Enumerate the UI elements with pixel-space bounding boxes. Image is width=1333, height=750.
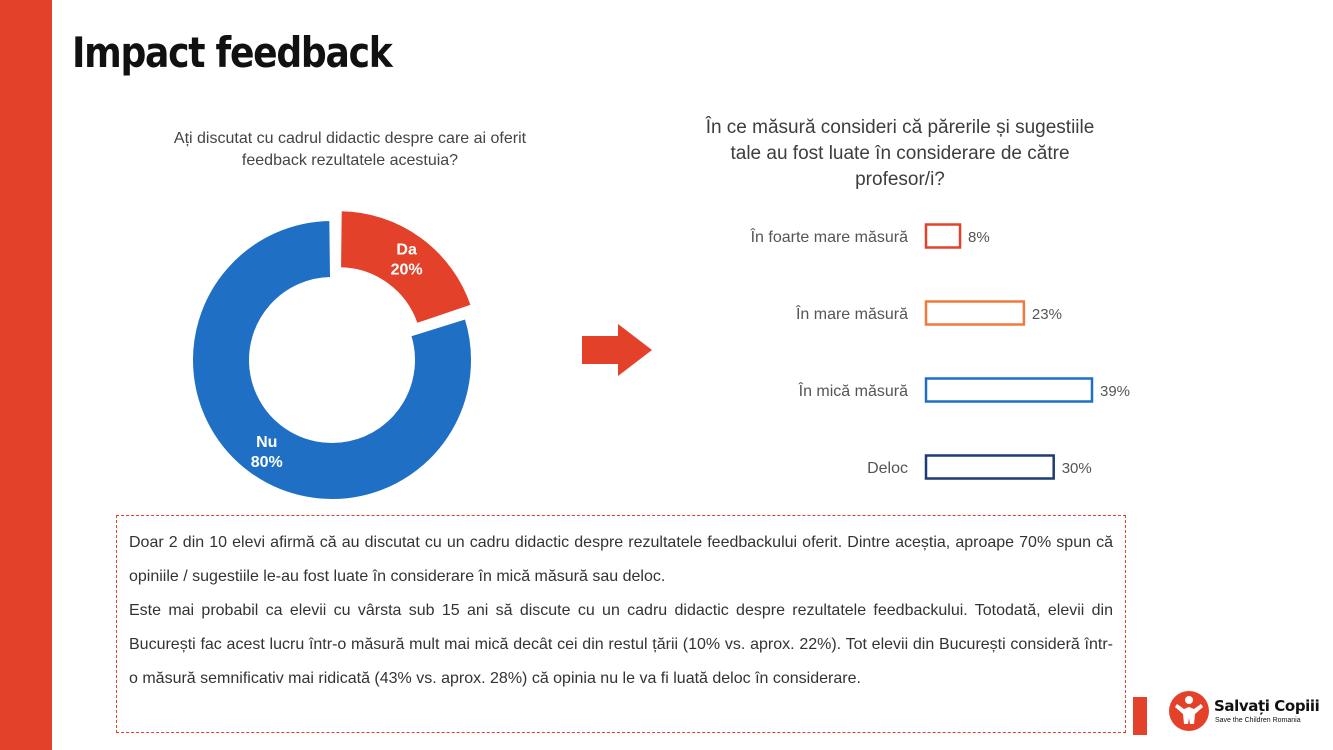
bar-category-label: Deloc <box>867 460 908 477</box>
donut-label-da: Da <box>396 241 417 258</box>
bar-2 <box>924 377 1094 403</box>
bar-question: În ce măsură consideri că părerile și su… <box>705 117 1095 190</box>
donut-label-nu: Nu <box>256 434 277 451</box>
logo: Salvați Copiii Save the Children Romania <box>1168 690 1328 732</box>
bar-chart: În foarte mare măsură 8% În mare măsură 23%… <box>750 223 1130 480</box>
right-arrow-icon <box>582 324 652 376</box>
donut-chart: Da 20% Nu 80% <box>191 209 473 501</box>
donut-question: Ați discutat cu cadrul didactic despre c… <box>173 130 527 169</box>
bar-0 <box>924 223 962 249</box>
donut-value-nu: 80% <box>251 454 283 471</box>
donut-value-da: 20% <box>391 261 423 278</box>
summary-paragraph-2: Este mai probabil ca elevii cu vârsta su… <box>129 602 1113 687</box>
logo-accent-bar <box>1133 697 1147 735</box>
bar-category-label: În mare măsură <box>795 304 908 323</box>
child-logo-icon <box>1169 691 1209 731</box>
page-title: Impact feedback <box>72 28 393 77</box>
bar-value-label: 23% <box>1032 306 1062 323</box>
logo-name: Salvați Copiii <box>1214 697 1320 715</box>
summary-paragraph-1: Doar 2 din 10 elevi afirmă că au discuta… <box>129 534 1113 585</box>
bar-value-label: 39% <box>1100 383 1130 400</box>
bar-1 <box>924 300 1026 326</box>
bar-value-label: 8% <box>968 229 990 246</box>
donut-slice-da <box>339 209 473 326</box>
bar-category-label: În mică măsură <box>798 381 908 400</box>
side-accent-bar <box>0 0 52 750</box>
donut-slice-nu <box>191 218 473 501</box>
bar-3 <box>924 454 1055 480</box>
bar-category-label: În foarte mare măsură <box>750 227 909 246</box>
summary-box: Doar 2 din 10 elevi afirmă că au discuta… <box>116 515 1126 733</box>
bar-value-label: 30% <box>1062 460 1092 477</box>
logo-tagline: Save the Children Romania <box>1215 717 1301 724</box>
